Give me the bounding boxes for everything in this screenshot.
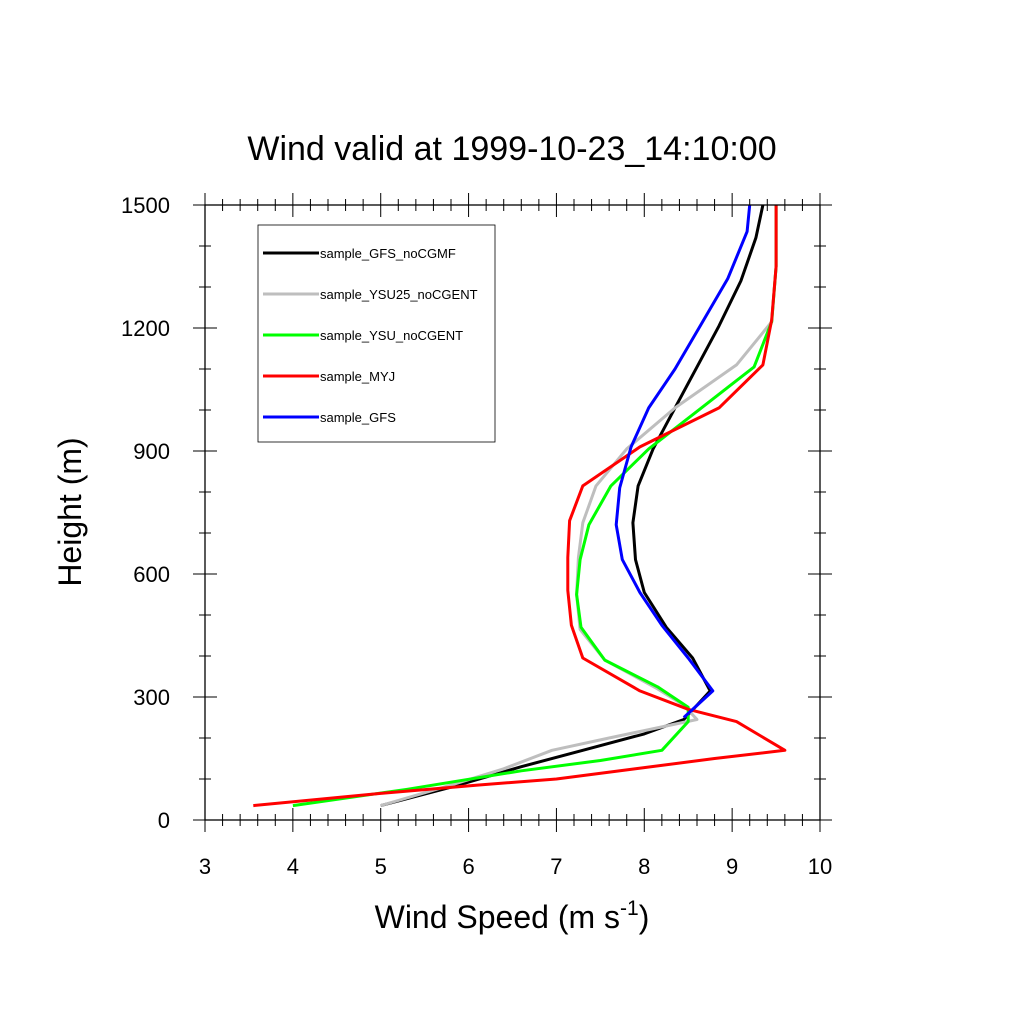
legend-label-sample-gfs: sample_GFS bbox=[320, 410, 396, 425]
x-axis-title-main: Wind Speed (m s bbox=[375, 899, 620, 935]
y-tick-labels: 0 300 600 900 1200 1500 bbox=[121, 193, 170, 833]
legend-label-sample-myj: sample_MYJ bbox=[320, 369, 395, 384]
series-layer bbox=[253, 204, 787, 808]
legend-label-sample-gfs-nocgmf: sample_GFS_noCGMF bbox=[320, 246, 456, 261]
x-tick-label: 7 bbox=[550, 854, 562, 879]
plot-frame bbox=[204, 204, 821, 821]
y-tick-label: 1500 bbox=[121, 193, 170, 218]
legend-label-sample-ysu25-nocgent: sample_YSU25_noCGENT bbox=[320, 287, 478, 302]
y-tick-label: 1200 bbox=[121, 316, 170, 341]
x-tick-label: 3 bbox=[199, 854, 211, 879]
y-tick-label: 900 bbox=[133, 439, 170, 464]
x-tick-label: 8 bbox=[638, 854, 650, 879]
x-axis-title-suffix: ) bbox=[639, 899, 650, 935]
y-tick-label: 600 bbox=[133, 562, 170, 587]
legend: sample_GFS_noCGMF sample_YSU25_noCGENTsam… bbox=[257, 224, 496, 443]
x-tick-labels: 3 4 5 6 7 8 9 10 bbox=[199, 854, 832, 879]
chart-title: Wind valid at 1999-10-23_14:10:00 bbox=[247, 130, 776, 168]
x-axis-title: Wind Speed (m s-1) bbox=[375, 897, 650, 935]
series-line-sample-ysu-nocgent bbox=[292, 205, 778, 808]
y-tick-label: 0 bbox=[158, 808, 170, 833]
y-tick-label: 300 bbox=[133, 685, 170, 710]
series-line-sample-gfs-nocgmf bbox=[380, 204, 765, 808]
x-tick-label: 10 bbox=[808, 854, 832, 879]
x-tick-label: 4 bbox=[287, 854, 299, 879]
series-line-sample-myj bbox=[253, 205, 787, 808]
legend-label-sample-ysu-nocgent: sample_YSU_noCGENT bbox=[320, 328, 463, 343]
x-tick-label: 5 bbox=[375, 854, 387, 879]
series-line-sample-gfs bbox=[614, 204, 752, 719]
y-axis-title: Height (m) bbox=[52, 437, 88, 586]
x-axis-title-superscript: -1 bbox=[620, 897, 639, 920]
x-tick-label: 6 bbox=[462, 854, 474, 879]
x-tick-label: 9 bbox=[726, 854, 738, 879]
